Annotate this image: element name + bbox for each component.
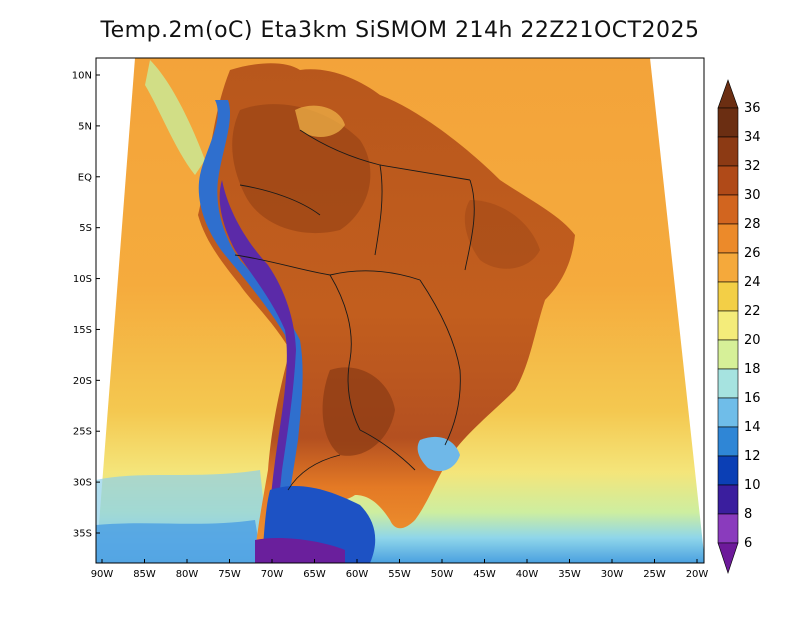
colorbar-segment [717, 455, 739, 486]
colorbar-min-arrow [717, 542, 739, 574]
lon-tick-label: 20W [686, 569, 709, 580]
lon-tick-label: 50W [431, 569, 454, 580]
lat-tick-label: 15S [73, 325, 92, 336]
chaco-hot-region [322, 367, 395, 456]
latitude-axis: 10N 5N EQ 5S 10S 15S 20S 25S 30S 35S [72, 71, 100, 540]
pacific-coast-cool-band [145, 60, 205, 175]
lon-tick-label: 35W [558, 569, 581, 580]
colorbar-label: 20 [744, 333, 761, 348]
lon-tick-label: 75W [218, 569, 241, 580]
lat-tick-label: 25S [73, 427, 92, 438]
lon-tick-label: 55W [388, 569, 411, 580]
lon-tick-label: 60W [346, 569, 369, 580]
andes-very-cold-core [219, 180, 296, 563]
lon-tick-label: 40W [516, 569, 539, 580]
colorbar-label: 24 [744, 275, 761, 290]
amazon-hot-region [232, 104, 371, 234]
colorbar-segment [717, 165, 739, 196]
colorbar-label: 28 [744, 217, 761, 232]
colorbar-segment [717, 339, 739, 370]
northeast-hot-region [464, 200, 540, 269]
lon-tick-label: 25W [643, 569, 666, 580]
colorbar-segment [717, 484, 739, 515]
lon-tick-label: 30W [601, 569, 624, 580]
lon-tick-label: 70W [261, 569, 284, 580]
colorbar-label: 6 [744, 536, 752, 551]
lon-tick-label: 80W [176, 569, 199, 580]
colorbar-segment [717, 136, 739, 167]
lon-tick-label: 45W [473, 569, 496, 580]
lat-tick-label: 20S [73, 376, 92, 387]
colorbar-segment [717, 252, 739, 283]
colorbar-segment [717, 513, 739, 544]
colorbar-segment [717, 281, 739, 312]
lat-tick-label: EQ [78, 172, 92, 183]
lon-tick-label: 85W [133, 569, 156, 580]
patagonia-coldest-region [255, 538, 345, 563]
lon-tick-label: 65W [303, 569, 326, 580]
colorbar-label: 22 [744, 304, 761, 319]
colorbar-segment [717, 194, 739, 225]
colorbar-label: 32 [744, 159, 761, 174]
colorbar-segment [717, 368, 739, 399]
colorbar-label: 34 [744, 130, 761, 145]
lat-tick-label: 5S [79, 223, 92, 234]
colorbar-label: 30 [744, 188, 761, 203]
colorbar-label: 14 [744, 420, 761, 435]
colorbar-segment [717, 426, 739, 457]
colorbar-segment [717, 107, 739, 138]
map-domain [96, 58, 704, 563]
lat-tick-label: 30S [73, 478, 92, 489]
colorbar-segment [717, 397, 739, 428]
colorbar-label: 18 [744, 362, 761, 377]
colorbar-segment [717, 310, 739, 341]
colorbar-label: 10 [744, 478, 761, 493]
lat-tick-label: 5N [78, 121, 92, 132]
lat-tick-label: 35S [73, 529, 92, 540]
colorbar-label: 26 [744, 246, 761, 261]
colorbar-max-arrow [717, 79, 739, 109]
colorbar-segment [717, 223, 739, 254]
colorbar: 36 34 32 30 28 26 24 22 20 18 16 14 12 10 8 6 [717, 79, 761, 574]
lat-tick-label: 10S [73, 274, 92, 285]
colorbar-label: 36 [744, 101, 761, 116]
lon-tick-label: 90W [91, 569, 114, 580]
colorbar-label: 16 [744, 391, 761, 406]
map-title: Temp.2m(oC) Eta3km SiSMOM 214h 22Z21OCT2… [100, 18, 700, 43]
northern-warm-speckles [295, 105, 345, 137]
southeast-cool-patch [417, 436, 460, 472]
colorbar-label: 12 [744, 449, 761, 464]
political-borders [234, 129, 475, 491]
longitude-axis: 90W 85W 80W 75W 70W 65W 60W 55W 50W 45W 40W 35W 30W 2… [91, 559, 709, 580]
lat-tick-label: 10N [72, 71, 92, 82]
colorbar-label: 8 [744, 507, 752, 522]
southwest-ocean-cold-band [96, 520, 262, 563]
